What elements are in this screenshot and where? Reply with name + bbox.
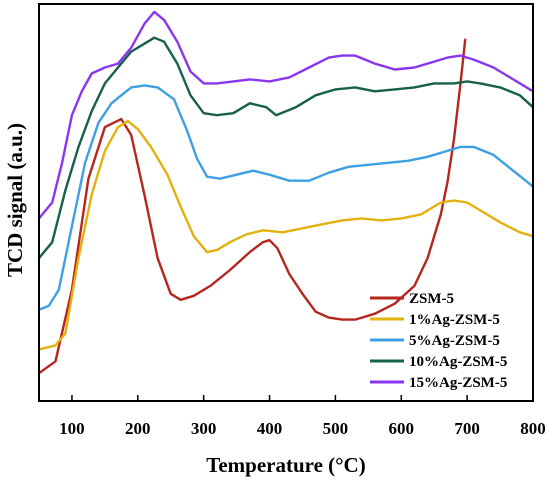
- legend: ZSM-5 1%Ag-ZSM-5 5%Ag-ZSM-5 10%Ag-ZSM-5 15%A…: [370, 291, 507, 391]
- legend-label-2: 1%Ag-ZSM-5: [409, 312, 500, 328]
- x-tick-label: 500: [323, 419, 349, 438]
- legend-label-5: 15%Ag-ZSM-5: [409, 375, 507, 391]
- x-axis-title: Temperature (°C): [206, 453, 365, 477]
- series-line-5: [37, 10, 535, 220]
- series-line-3: [37, 84, 535, 311]
- x-axis-ticks: 100 200 300 400 500 600 700 800: [59, 395, 546, 438]
- x-tick-label: 400: [257, 419, 283, 438]
- plot-area: [37, 10, 535, 375]
- legend-label-3: 5%Ag-ZSM-5: [409, 333, 500, 349]
- series-line-2: [37, 119, 535, 351]
- legend-label-4: 10%Ag-ZSM-5: [409, 354, 507, 370]
- y-axis-title: TCD signal (a.u.): [3, 123, 27, 277]
- x-tick-label: 600: [389, 419, 415, 438]
- series-line-4: [37, 36, 535, 260]
- x-tick-label: 200: [125, 419, 151, 438]
- x-tick-label: 100: [59, 419, 85, 438]
- plot-frame: [38, 3, 534, 402]
- x-tick-label: 800: [520, 419, 546, 438]
- legend-label-1: ZSM-5: [409, 291, 454, 307]
- x-tick-label: 700: [454, 419, 480, 438]
- x-tick-label: 300: [191, 419, 217, 438]
